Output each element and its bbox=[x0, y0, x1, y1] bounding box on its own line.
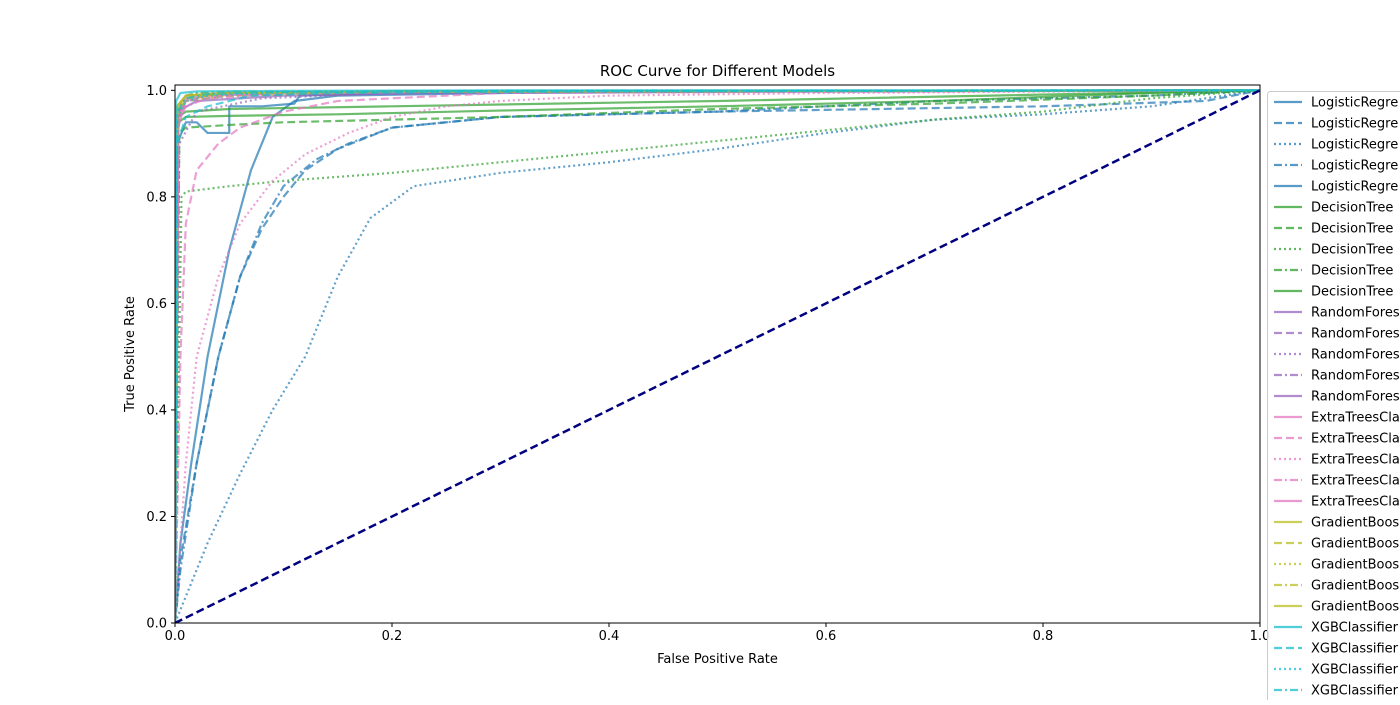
y-tick-label: 0.8 bbox=[146, 190, 167, 205]
y-tick-label: 0.6 bbox=[146, 297, 167, 312]
legend-label-7: DecisionTree bbox=[1311, 222, 1393, 237]
x-tick-label: 0.4 bbox=[599, 629, 620, 644]
legend-label-4: LogisticRegre bbox=[1311, 159, 1398, 174]
legend-label-1: LogisticRegre bbox=[1311, 96, 1398, 111]
legend-label-6: DecisionTree bbox=[1311, 201, 1393, 216]
y-tick-label: 1.0 bbox=[146, 84, 167, 99]
legend-label-20: ExtraTreesCla bbox=[1311, 495, 1400, 510]
legend-label-19: ExtraTreesCla bbox=[1311, 474, 1400, 489]
legend-label-8: DecisionTree bbox=[1311, 243, 1393, 258]
plot-area bbox=[175, 90, 1260, 623]
x-tick-label: 0.8 bbox=[1033, 629, 1054, 644]
legend-label-28: XGBClassifier bbox=[1311, 663, 1399, 678]
legend-label-16: ExtraTreesCla bbox=[1311, 411, 1400, 426]
y-tick-label: 0.2 bbox=[146, 510, 167, 525]
legend-label-22: GradientBoos bbox=[1311, 537, 1399, 552]
y-tick-label: 0.4 bbox=[146, 403, 167, 418]
legend-label-23: GradientBoos bbox=[1311, 558, 1399, 573]
legend-label-10: DecisionTree bbox=[1311, 285, 1393, 300]
legend-label-18: ExtraTreesCla bbox=[1311, 453, 1400, 468]
legend-label-21: GradientBoos bbox=[1311, 516, 1399, 531]
x-tick-label: 0.0 bbox=[165, 629, 186, 644]
legend-label-17: ExtraTreesCla bbox=[1311, 432, 1400, 447]
legend-label-27: XGBClassifier bbox=[1311, 642, 1399, 657]
legend-label-26: XGBClassifier bbox=[1311, 621, 1399, 636]
legend-label-12: RandomFores bbox=[1311, 327, 1400, 342]
legend-label-11: RandomFores bbox=[1311, 306, 1400, 321]
x-tick-label: 0.6 bbox=[816, 629, 837, 644]
legend-label-24: GradientBoos bbox=[1311, 579, 1399, 594]
x-tick-label: 0.2 bbox=[382, 629, 403, 644]
legend-label-29: XGBClassifier bbox=[1311, 684, 1399, 699]
legend-label-5: LogisticRegre bbox=[1311, 180, 1398, 195]
x-axis-label: False Positive Rate bbox=[657, 652, 778, 667]
legend-label-13: RandomFores bbox=[1311, 348, 1400, 363]
legend-label-3: LogisticRegre bbox=[1311, 138, 1398, 153]
legend-label-9: DecisionTree bbox=[1311, 264, 1393, 279]
plot-clip-group bbox=[175, 90, 1260, 623]
y-axis-label: True Positive Rate bbox=[123, 296, 138, 413]
chart-title: ROC Curve for Different Models bbox=[600, 62, 835, 80]
y-tick-label: 0.0 bbox=[146, 617, 167, 632]
legend-label-2: LogisticRegre bbox=[1311, 117, 1398, 132]
legend-label-14: RandomFores bbox=[1311, 369, 1400, 384]
legend: LogisticRegre LogisticRegre LogisticRegre L… bbox=[1268, 92, 1400, 701]
diagonal-reference-line bbox=[175, 90, 1260, 623]
legend-label-15: RandomFores bbox=[1311, 390, 1400, 405]
legend-label-25: GradientBoos bbox=[1311, 600, 1399, 615]
